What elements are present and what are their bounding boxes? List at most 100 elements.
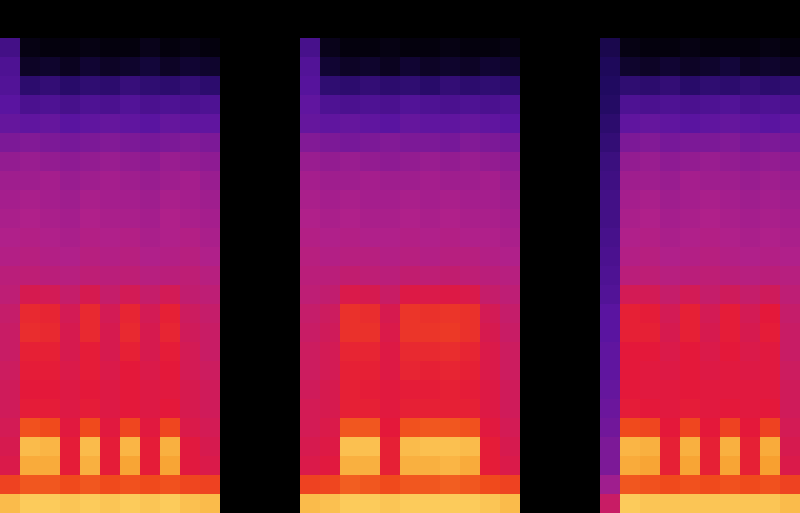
cell bbox=[440, 190, 461, 210]
cell bbox=[240, 133, 261, 153]
cell bbox=[540, 209, 561, 229]
cell bbox=[680, 152, 701, 172]
cell bbox=[400, 456, 421, 476]
cell bbox=[600, 456, 621, 476]
cell bbox=[420, 361, 441, 381]
cell bbox=[80, 171, 101, 191]
cell bbox=[80, 247, 101, 267]
cell bbox=[240, 228, 261, 248]
cell bbox=[0, 152, 21, 172]
cell bbox=[160, 361, 181, 381]
cell bbox=[180, 228, 201, 248]
cell bbox=[620, 456, 641, 476]
cell bbox=[260, 190, 281, 210]
cell bbox=[760, 171, 781, 191]
cell bbox=[740, 171, 761, 191]
cell bbox=[60, 228, 81, 248]
cell bbox=[100, 437, 121, 457]
cell bbox=[560, 342, 581, 362]
cell bbox=[420, 190, 441, 210]
cell bbox=[420, 76, 441, 96]
cell bbox=[460, 247, 481, 267]
cell bbox=[200, 171, 221, 191]
cell bbox=[40, 247, 61, 267]
cell bbox=[260, 456, 281, 476]
cell bbox=[120, 380, 141, 400]
cell bbox=[700, 323, 721, 343]
cell bbox=[680, 418, 701, 438]
cell bbox=[220, 114, 241, 134]
cell bbox=[620, 342, 641, 362]
cell bbox=[480, 114, 501, 134]
cell bbox=[80, 361, 101, 381]
cell bbox=[600, 361, 621, 381]
cell bbox=[680, 475, 701, 495]
cell bbox=[400, 361, 421, 381]
cell bbox=[100, 190, 121, 210]
cell bbox=[80, 152, 101, 172]
cell bbox=[240, 342, 261, 362]
cell bbox=[300, 171, 321, 191]
cell bbox=[740, 475, 761, 495]
cell bbox=[300, 228, 321, 248]
cell bbox=[320, 247, 341, 267]
cell bbox=[500, 418, 521, 438]
cell bbox=[160, 437, 181, 457]
cell bbox=[420, 456, 441, 476]
cell bbox=[480, 0, 501, 20]
spectrogram bbox=[0, 0, 800, 513]
cell bbox=[20, 228, 41, 248]
cell bbox=[660, 190, 681, 210]
cell bbox=[120, 323, 141, 343]
cell bbox=[540, 57, 561, 77]
cell bbox=[380, 361, 401, 381]
cell bbox=[480, 285, 501, 305]
cell bbox=[700, 209, 721, 229]
cell bbox=[40, 152, 61, 172]
cell bbox=[440, 95, 461, 115]
cell bbox=[580, 266, 601, 286]
cell bbox=[320, 437, 341, 457]
cell bbox=[120, 57, 141, 77]
cell bbox=[100, 0, 121, 20]
cell bbox=[120, 152, 141, 172]
cell bbox=[460, 494, 481, 513]
cell bbox=[160, 323, 181, 343]
cell bbox=[440, 247, 461, 267]
cell bbox=[480, 323, 501, 343]
cell bbox=[60, 342, 81, 362]
cell bbox=[700, 418, 721, 438]
cell bbox=[200, 19, 221, 39]
cell bbox=[700, 285, 721, 305]
cell bbox=[600, 133, 621, 153]
cell bbox=[680, 76, 701, 96]
cell bbox=[0, 57, 21, 77]
cell bbox=[520, 114, 541, 134]
cell bbox=[460, 190, 481, 210]
cell bbox=[480, 190, 501, 210]
cell bbox=[660, 171, 681, 191]
cell bbox=[400, 494, 421, 513]
cell bbox=[140, 38, 161, 58]
cell bbox=[60, 399, 81, 419]
cell bbox=[700, 228, 721, 248]
cell bbox=[700, 95, 721, 115]
cell bbox=[720, 133, 741, 153]
cell bbox=[740, 342, 761, 362]
cell bbox=[600, 38, 621, 58]
cell bbox=[520, 323, 541, 343]
cell bbox=[420, 323, 441, 343]
cell bbox=[720, 247, 741, 267]
cell bbox=[500, 285, 521, 305]
cell bbox=[640, 342, 661, 362]
cell bbox=[60, 475, 81, 495]
cell bbox=[640, 266, 661, 286]
cell bbox=[340, 266, 361, 286]
cell bbox=[360, 228, 381, 248]
cell bbox=[40, 95, 61, 115]
cell bbox=[400, 190, 421, 210]
cell bbox=[580, 0, 601, 20]
cell bbox=[760, 76, 781, 96]
cell bbox=[0, 342, 21, 362]
cell bbox=[380, 133, 401, 153]
